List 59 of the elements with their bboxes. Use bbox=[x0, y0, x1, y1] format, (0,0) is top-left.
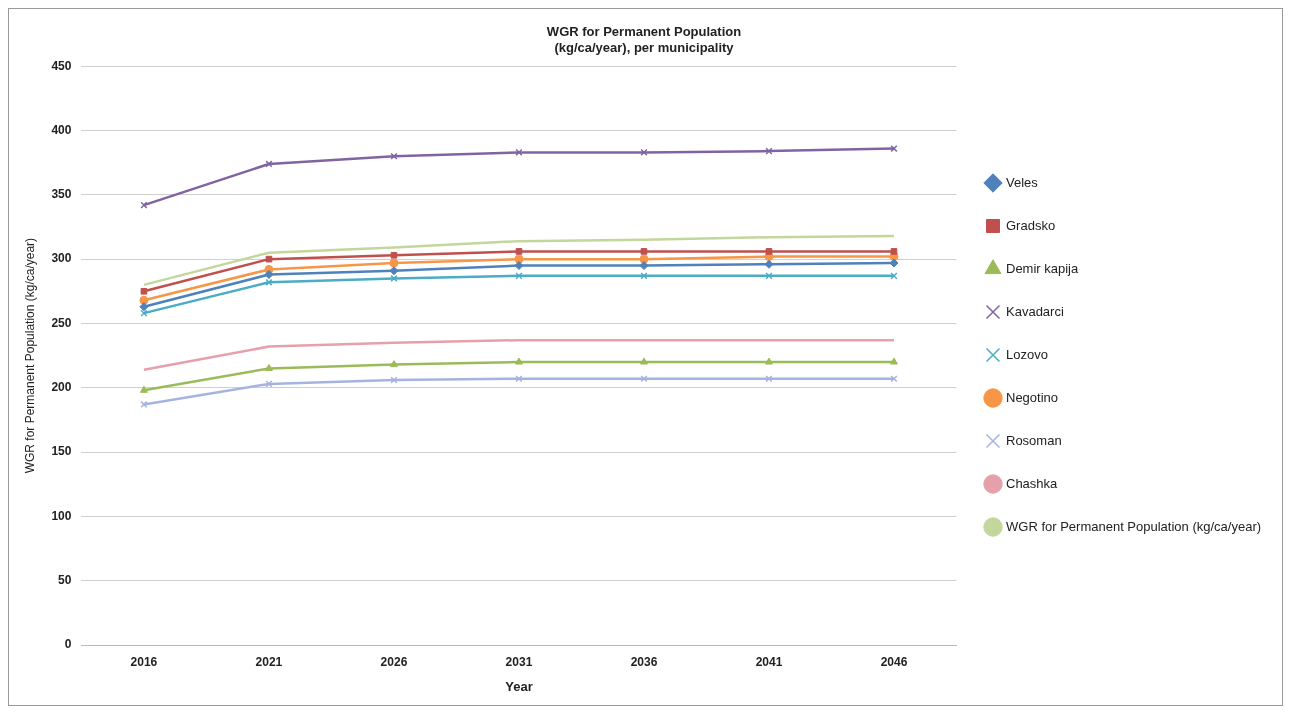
y-tick-label: 200 bbox=[51, 380, 72, 395]
point bbox=[765, 147, 773, 155]
point bbox=[515, 357, 523, 365]
point bbox=[140, 400, 148, 409]
y-tick-label: 100 bbox=[51, 508, 72, 523]
x-tick-label: 2036 bbox=[630, 654, 658, 669]
y-tick-label: 250 bbox=[51, 315, 72, 330]
point bbox=[265, 255, 273, 263]
legend-label: Chashka bbox=[1006, 475, 1059, 491]
point bbox=[390, 274, 398, 283]
x-tick-label: 2041 bbox=[755, 654, 783, 669]
chart-title: WGR for Permanent Population (kg/ca/year), per municipality bbox=[546, 24, 742, 55]
y-tick-label: 150 bbox=[51, 444, 72, 459]
legend-label: Rosoman bbox=[1006, 432, 1062, 448]
point bbox=[764, 259, 774, 269]
x-tick-label: 2026 bbox=[380, 654, 408, 669]
legend-label: Veles bbox=[1006, 174, 1039, 190]
point bbox=[390, 376, 398, 384]
point bbox=[890, 357, 898, 365]
point bbox=[514, 261, 524, 271]
point bbox=[265, 380, 273, 388]
legend-label: Lozovo bbox=[1006, 346, 1048, 362]
point bbox=[389, 258, 399, 268]
x-tick-label: 2016 bbox=[130, 654, 158, 669]
legend-label: Gradsko bbox=[1006, 217, 1056, 233]
point bbox=[765, 357, 773, 365]
point bbox=[264, 363, 273, 371]
y-axis-title: WGR for Permanent Population (kg/ca/year) bbox=[22, 237, 37, 474]
point bbox=[140, 201, 148, 209]
point bbox=[765, 248, 773, 255]
legend-label: Negotino bbox=[1006, 389, 1059, 405]
point bbox=[515, 248, 523, 255]
x-tick-label: 2021 bbox=[255, 654, 283, 669]
y-tick-label: 50 bbox=[58, 573, 72, 587]
point bbox=[390, 251, 398, 259]
point bbox=[890, 248, 898, 255]
point bbox=[139, 302, 149, 312]
legend-label: Kavadarci bbox=[1006, 303, 1064, 319]
point bbox=[640, 248, 648, 255]
point bbox=[139, 385, 148, 393]
y-tick-label: 350 bbox=[51, 187, 72, 202]
legend-label: WGR for Permanent Population (kg/ca/year) bbox=[1006, 518, 1262, 534]
x-tick-label: 2031 bbox=[505, 654, 533, 669]
point bbox=[264, 270, 274, 280]
point bbox=[639, 261, 649, 271]
point bbox=[389, 360, 398, 368]
point bbox=[265, 160, 273, 168]
y-tick-label: 450 bbox=[51, 58, 72, 73]
y-tick-label: 400 bbox=[51, 122, 72, 137]
point bbox=[389, 266, 399, 276]
x-axis-title: Year bbox=[505, 678, 533, 694]
y-tick-label: 300 bbox=[51, 251, 72, 266]
point bbox=[640, 357, 648, 365]
point bbox=[640, 148, 648, 156]
legend-label: Demir kapija bbox=[1006, 260, 1080, 276]
x-tick-label: 2046 bbox=[880, 654, 908, 669]
y-tick-label: 0 bbox=[64, 637, 72, 652]
point bbox=[140, 287, 148, 295]
point bbox=[890, 144, 898, 153]
